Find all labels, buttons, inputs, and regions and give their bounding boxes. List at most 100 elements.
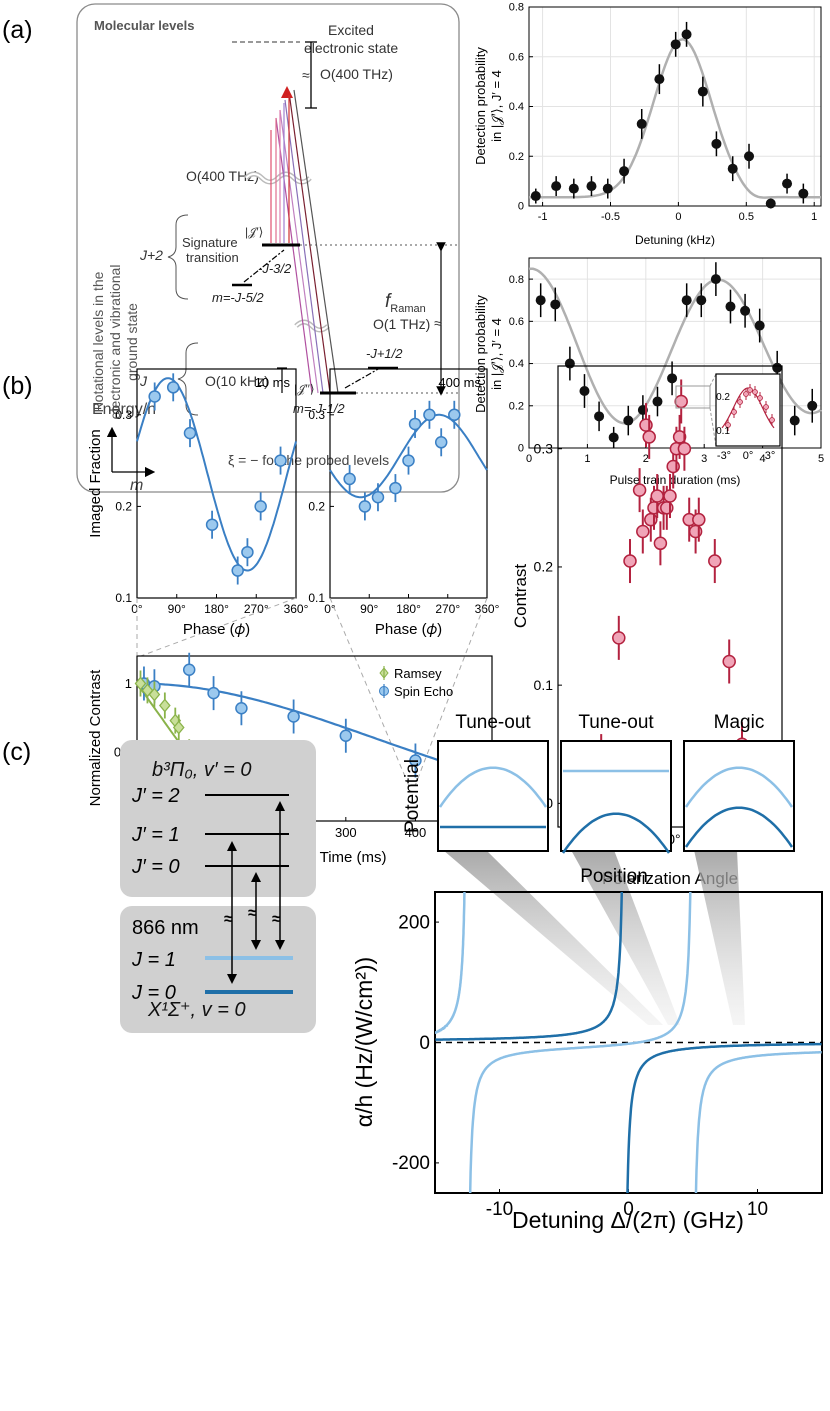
m-minus-j-3-2: -J-3/2 [258, 261, 292, 276]
data-point [423, 408, 436, 422]
inset-y-tick: 0.2 [716, 392, 730, 403]
annotation: 10 ms [255, 375, 291, 390]
chart-imaged-fraction-400ms: 0° 90° 180° 270° 360° 0.1 0.2 0.3 400 ms Phase (𝜙… [308, 368, 500, 638]
x-tick-label: 4 [760, 453, 766, 465]
fit-curve [136, 377, 297, 572]
data-point [677, 441, 692, 456]
data-point [740, 305, 751, 316]
y-tick-label: 0.8 [509, 274, 524, 286]
data-point [241, 545, 254, 559]
fit-curve [329, 413, 488, 499]
data-point [632, 483, 647, 497]
inset-frame [715, 373, 781, 447]
data-point [608, 432, 619, 443]
y-axis-label-1: Detection probability [473, 295, 488, 413]
y-tick-label: 0.3 [534, 440, 554, 456]
data-point [772, 362, 783, 373]
zoom-box [675, 385, 711, 409]
data-point [798, 188, 809, 199]
potential-title: Magic [714, 712, 765, 733]
y-axis-label: Contrast [511, 564, 530, 629]
data-point [663, 489, 677, 503]
y-tick-label: 0 [518, 443, 524, 455]
y-axis-label-2: in |𝒥′⟩, J′ = 4 [489, 318, 504, 390]
potential-title: Tune-out [578, 712, 654, 733]
signature-line2: transition [186, 250, 239, 265]
inset-point [769, 417, 775, 423]
inset-point [747, 387, 753, 393]
data-point [550, 299, 561, 310]
potential-curve [438, 766, 548, 808]
data-point [148, 390, 161, 403]
potential-box [683, 740, 795, 852]
data-point [681, 29, 692, 40]
vertical-label-3: ground state [124, 303, 140, 381]
x-tick-label: 5 [818, 453, 824, 465]
data-point [670, 39, 681, 50]
j0-polarizability-curve [435, 892, 624, 1041]
inset-x-tick: 0° [743, 450, 754, 462]
j-upper-ket: |𝒥′⟩ [245, 225, 263, 239]
data-point [535, 295, 546, 306]
inset-point [752, 389, 758, 395]
x-tick-label: 90° [168, 602, 186, 616]
inset-point [763, 404, 769, 410]
energy-level-diagram-c: b³Π₀, v′ = 0 X¹Σ⁺, v = 0 J′ = 2 J′ = 1 J… [120, 740, 316, 1033]
data-point [654, 74, 665, 85]
data-point [623, 415, 634, 426]
y-tick-label: 200 [398, 912, 430, 933]
data-point [650, 489, 664, 503]
data-point [612, 631, 626, 645]
spin-echo-fit [137, 682, 486, 776]
data-point [692, 512, 706, 527]
x-axis-label: Pulse train duration (ms) [610, 473, 741, 487]
y-tick-label: 0.8 [509, 2, 524, 14]
inset-point [743, 391, 749, 397]
m-minus-j-1-2: m=-J-1/2 [293, 401, 345, 416]
x-tick-label: 400 [405, 825, 427, 840]
x-tick-label: 2 [643, 453, 649, 465]
data-point [725, 301, 736, 312]
data-point [579, 386, 590, 396]
data-point [166, 381, 180, 394]
freq-top: O(400 THz) [320, 66, 393, 82]
label-j: J [139, 373, 148, 389]
data-point [371, 490, 385, 504]
legend-label-ramsey: Ramsey [394, 666, 442, 681]
potential-insets: Tune-out Tune-out Magic Potential Position [402, 712, 795, 887]
freq-mid: O(400 THz) [186, 168, 259, 184]
vertical-label-2: electronic and vibrational [107, 265, 123, 420]
panel-label-b: (b) [2, 372, 33, 400]
data-point [254, 500, 267, 513]
ground-state-label: X¹Σ⁺, v = 0 [147, 999, 246, 1021]
data-point [636, 524, 650, 539]
ramsey-point [148, 687, 161, 702]
spin-echo-point [409, 754, 422, 767]
xi-note: ξ = − for the probed levels [228, 452, 389, 468]
data-point [358, 500, 372, 513]
y-tick-label: -200 [392, 1153, 430, 1174]
legend-label-spin-echo: Spin Echo [394, 684, 453, 699]
potential-curve [684, 806, 794, 848]
y-tick-label: 0.1 [534, 677, 554, 693]
x-axis-label: Detuning (kHz) [635, 233, 715, 247]
excited-state-line1: Excited [328, 22, 374, 38]
data-point [696, 295, 707, 306]
potential-beams [443, 850, 745, 1025]
level-jp2: J′ = 2 [131, 785, 180, 807]
svg-text:≈: ≈ [434, 315, 442, 331]
x-tick-label: 10 [747, 1199, 768, 1220]
level-j1: J = 1 [131, 949, 176, 971]
data-point [708, 554, 722, 568]
y-tick-label: 0.6 [509, 51, 524, 63]
f-raman: fRaman [385, 291, 426, 315]
data-point [408, 417, 422, 431]
x-tick-label: -0.5 [601, 211, 620, 223]
data-point [551, 181, 562, 192]
potential-title: Tune-out [455, 712, 531, 733]
chart-detuning: -1 -0.5 0 0.5 1 0 0.2 0.4 0.6 0.8 Detuning (kHz) De… [473, 2, 822, 247]
data-point [789, 415, 800, 426]
inset-point [725, 422, 731, 428]
data-point [754, 320, 765, 331]
data-point [568, 183, 579, 194]
